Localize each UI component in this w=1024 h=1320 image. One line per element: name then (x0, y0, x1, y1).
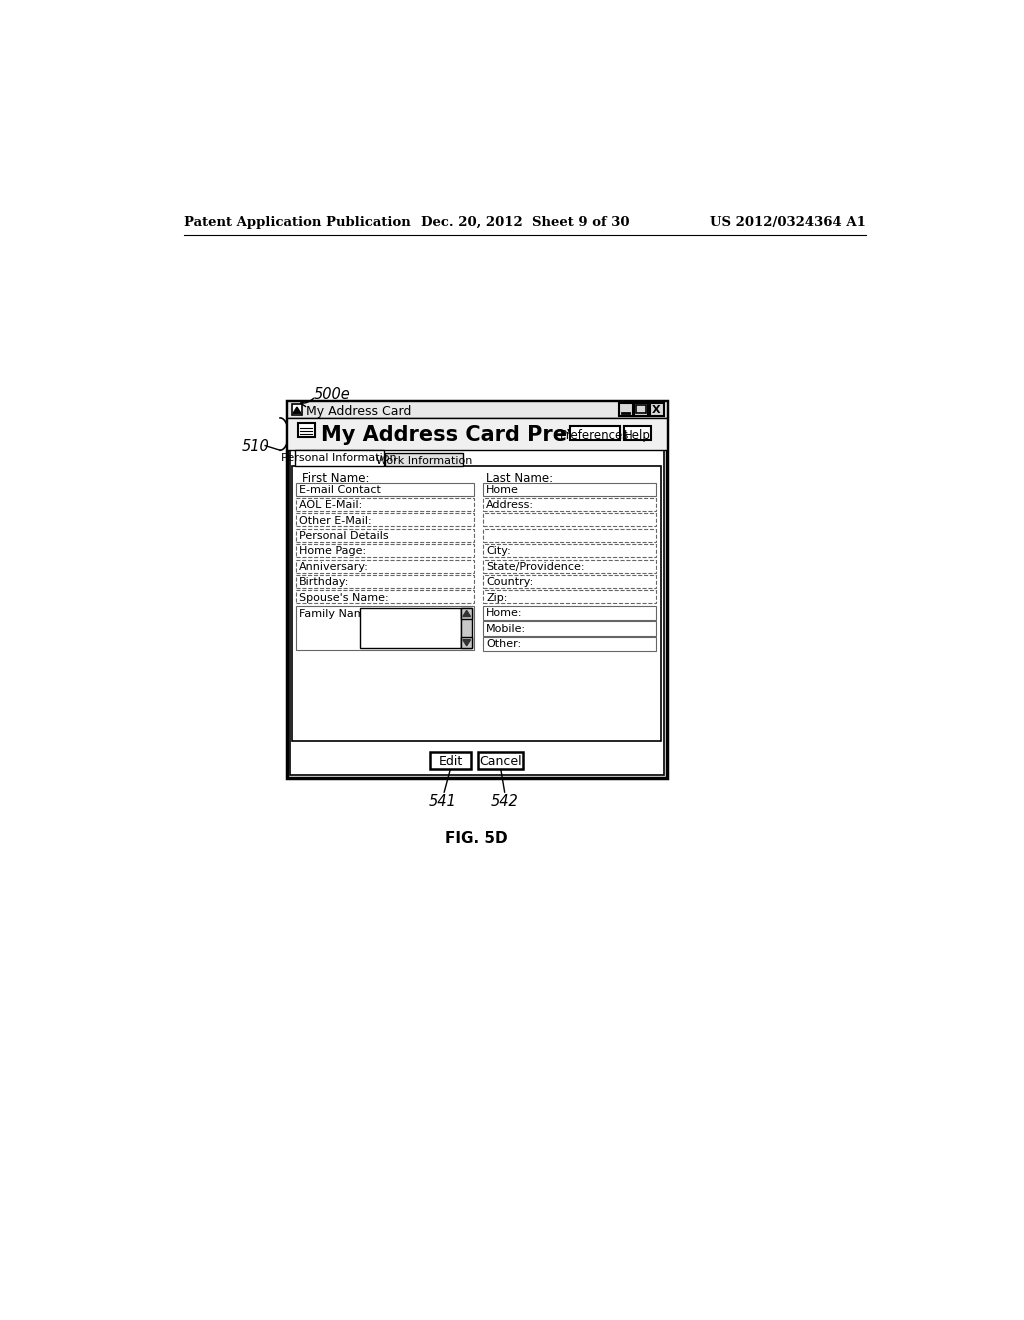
Text: Zip:: Zip: (486, 593, 508, 603)
Text: Home: Home (486, 484, 519, 495)
Bar (483, 622, 655, 635)
Bar (296, 560, 474, 573)
Bar (385, 453, 463, 466)
Text: Other:: Other: (486, 639, 521, 649)
Bar (292, 466, 662, 742)
Polygon shape (463, 640, 471, 645)
Text: 510: 510 (242, 440, 269, 454)
Bar (618, 404, 633, 416)
Bar (287, 401, 667, 418)
Bar (483, 606, 655, 620)
Bar (295, 450, 384, 466)
Text: Address:: Address: (486, 500, 535, 511)
Text: 541: 541 (429, 793, 457, 809)
Text: US 2012/0324364 A1: US 2012/0324364 A1 (710, 216, 866, 230)
Text: State/Providence:: State/Providence: (486, 562, 585, 572)
Bar (461, 609, 472, 648)
Bar (296, 529, 474, 543)
Bar (461, 638, 472, 648)
Bar (649, 404, 664, 416)
Polygon shape (463, 610, 471, 616)
Bar (430, 752, 471, 770)
Bar (296, 498, 474, 511)
Bar (359, 609, 461, 648)
Text: AOL E-Mail:: AOL E-Mail: (299, 500, 362, 511)
Bar (290, 404, 664, 775)
Text: Personal Details: Personal Details (299, 531, 389, 541)
Text: My Address Card: My Address Card (306, 405, 412, 418)
Bar (461, 609, 472, 619)
Text: My Address Card Preview: My Address Card Preview (321, 425, 622, 445)
Text: Last Name:: Last Name: (486, 471, 553, 484)
Bar (292, 404, 302, 414)
Text: Preferences: Preferences (560, 429, 629, 442)
Text: Help: Help (624, 429, 650, 442)
Text: Anniversary:: Anniversary: (299, 562, 369, 572)
Text: Mobile:: Mobile: (486, 624, 526, 634)
Text: 500e: 500e (314, 387, 351, 403)
Bar (483, 560, 655, 573)
Bar (483, 483, 655, 496)
Bar (569, 425, 621, 441)
Bar (287, 401, 667, 779)
Text: Edit: Edit (438, 755, 463, 768)
Text: Dec. 20, 2012  Sheet 9 of 30: Dec. 20, 2012 Sheet 9 of 30 (421, 216, 629, 230)
Polygon shape (293, 407, 301, 413)
Text: Other E-Mail:: Other E-Mail: (299, 516, 372, 525)
Text: X: X (652, 405, 660, 414)
Text: Cancel: Cancel (479, 755, 522, 768)
Bar (298, 424, 314, 437)
Bar (483, 590, 655, 603)
Bar (296, 590, 474, 603)
Bar (483, 576, 655, 589)
Text: FIG. 5D: FIG. 5D (445, 830, 508, 846)
Bar (296, 606, 474, 651)
Text: Work Information: Work Information (376, 455, 472, 466)
Bar (296, 544, 474, 557)
Bar (478, 752, 523, 770)
Bar (483, 638, 655, 651)
Bar (483, 498, 655, 511)
Bar (624, 425, 651, 441)
Bar (483, 544, 655, 557)
Bar (296, 576, 474, 589)
Bar (483, 529, 655, 543)
Text: Spouse's Name:: Spouse's Name: (299, 593, 389, 603)
Text: Country:: Country: (486, 577, 534, 587)
Text: E-mail Contact: E-mail Contact (299, 484, 381, 495)
Bar (634, 404, 648, 416)
Bar (483, 513, 655, 527)
Text: Family Names:: Family Names: (299, 609, 381, 619)
Text: 542: 542 (490, 793, 518, 809)
Text: Personal Information: Personal Information (281, 453, 396, 463)
Bar (296, 513, 474, 527)
Text: City:: City: (486, 546, 511, 557)
Text: Birthday:: Birthday: (299, 577, 349, 587)
Text: First Name:: First Name: (302, 471, 370, 484)
Bar (636, 405, 646, 412)
Text: Home Page:: Home Page: (299, 546, 367, 557)
Text: Patent Application Publication: Patent Application Publication (183, 216, 411, 230)
Bar (287, 418, 667, 450)
Text: Home:: Home: (486, 609, 522, 618)
Bar (296, 483, 474, 496)
